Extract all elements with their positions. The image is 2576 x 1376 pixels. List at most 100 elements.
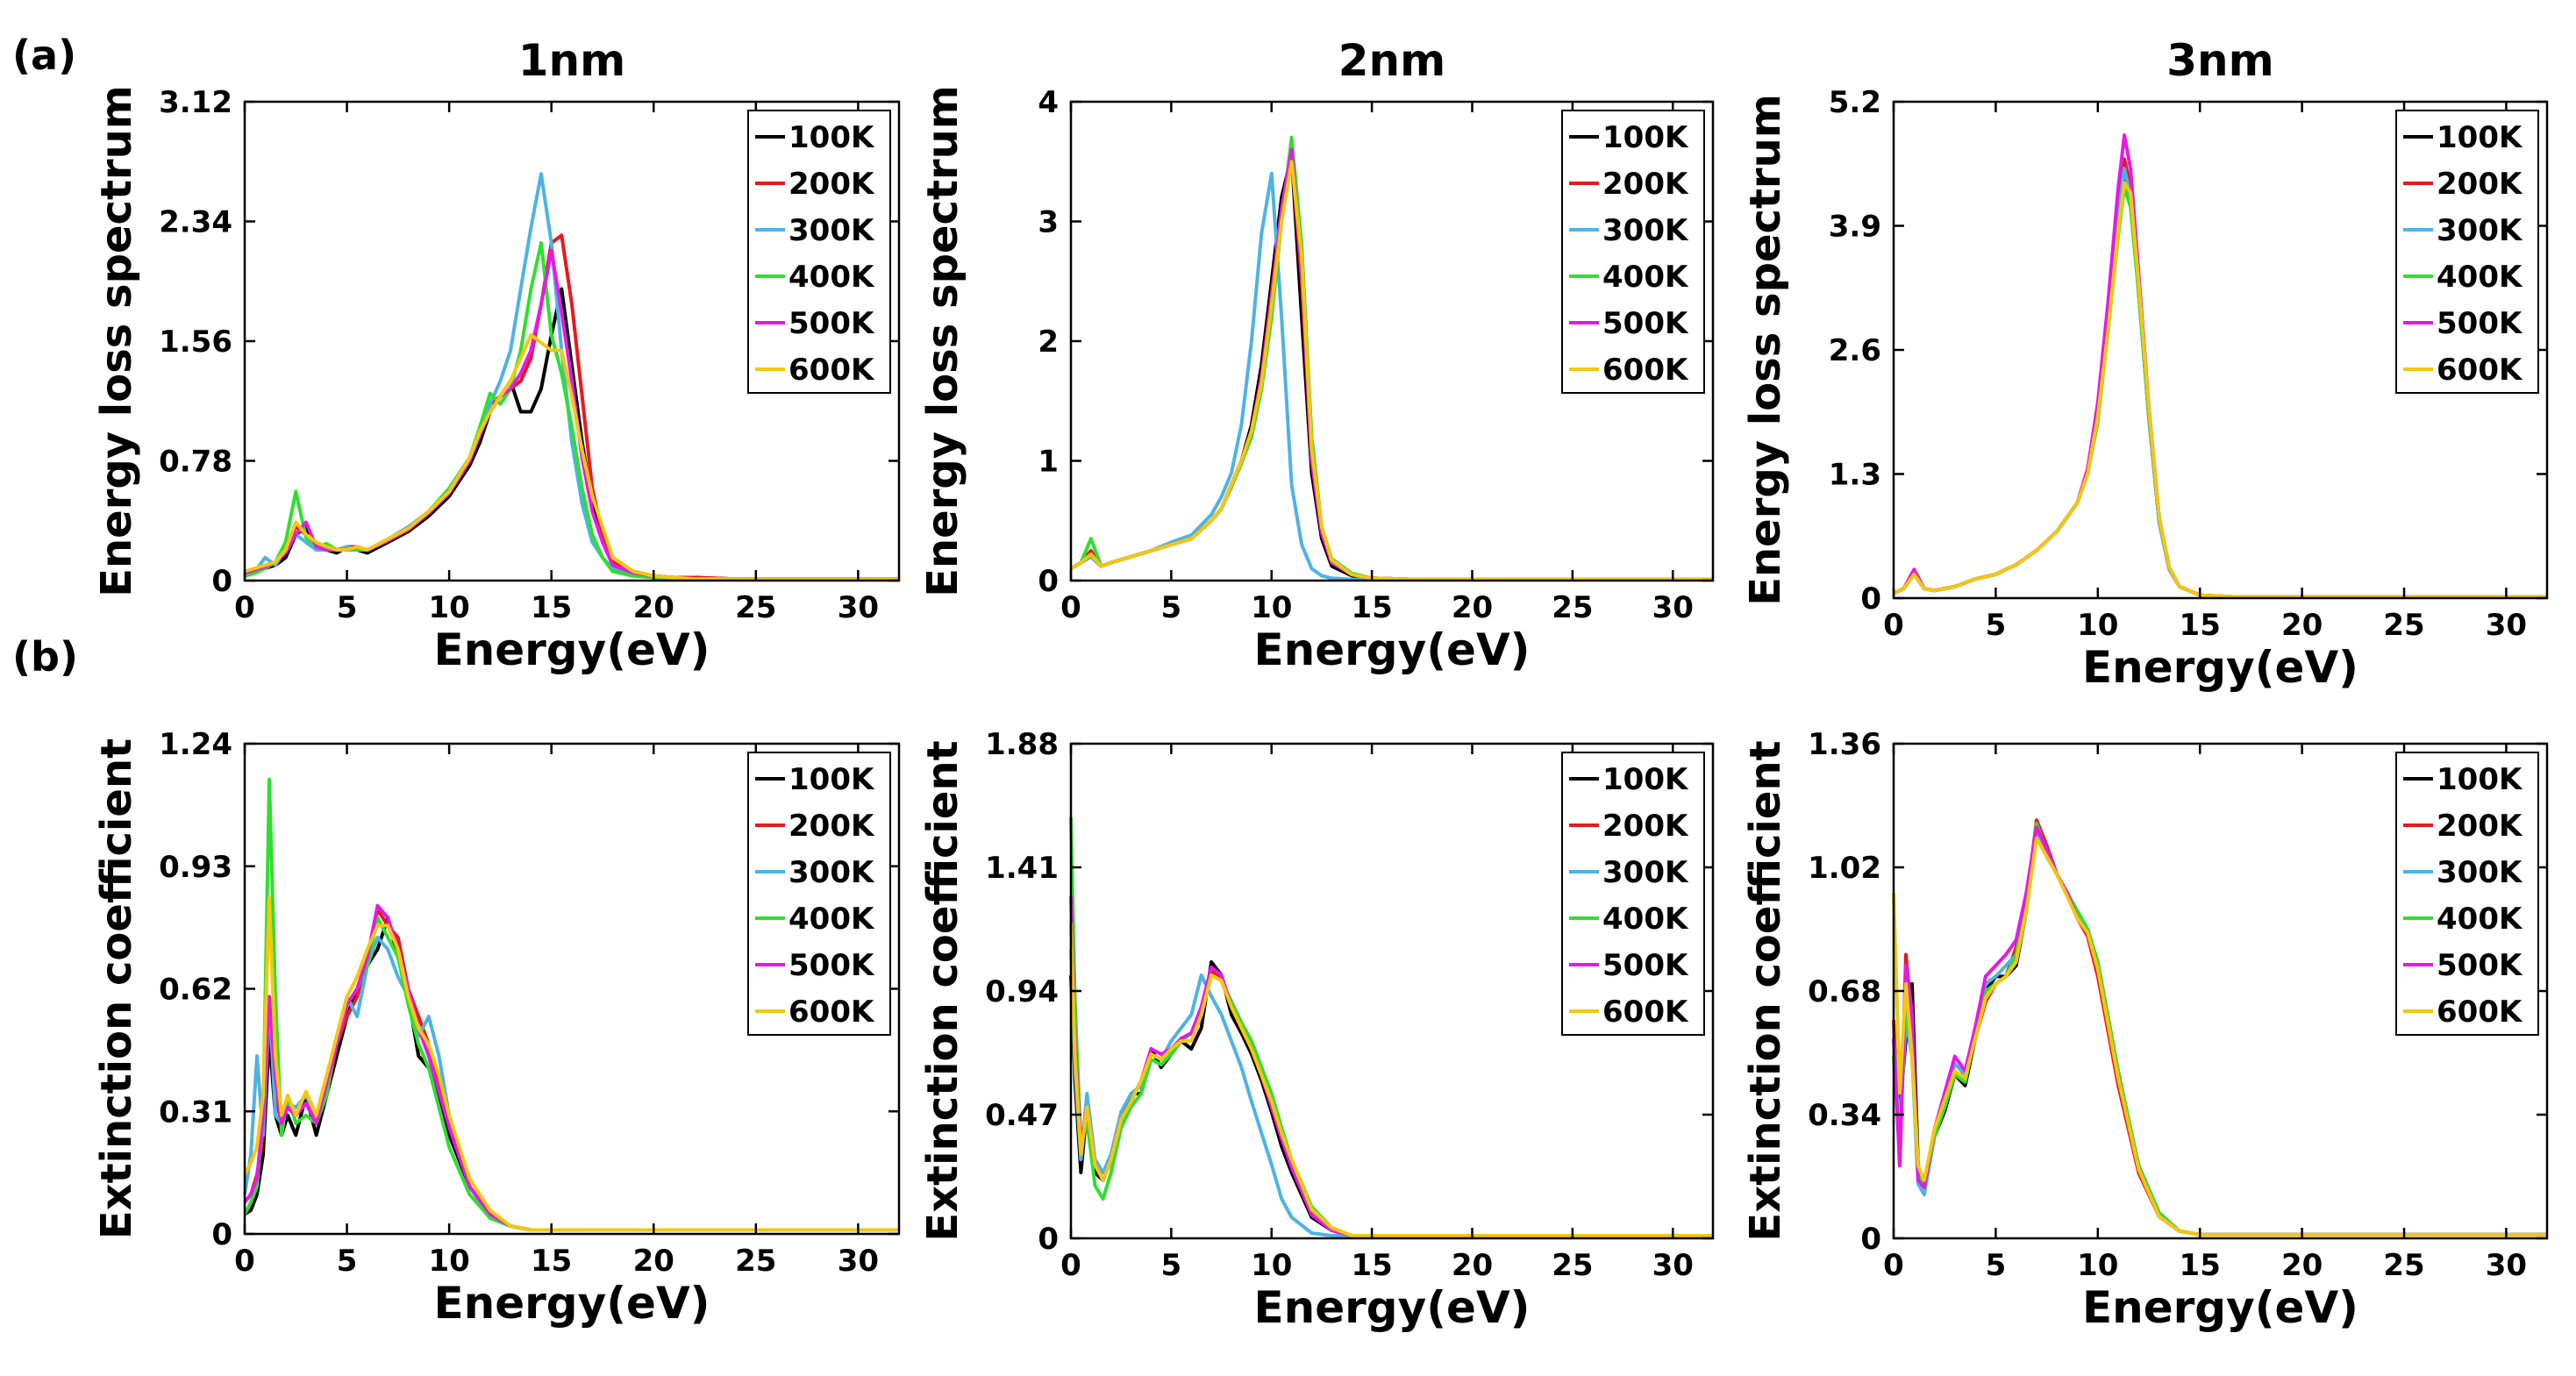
chart-panel-1: 1nm 0 5 10 15 20 25 30 0 0.78 1.56 2.34 3.12 Energy(e… [92, 35, 901, 675]
x-tick-label: 10 [1251, 590, 1292, 625]
x-tick-label: 10 [2077, 608, 2118, 643]
x-tick-label: 20 [633, 1244, 674, 1279]
series-line-600K [1893, 181, 2547, 599]
y-tick-label: 3.9 [1829, 210, 1881, 245]
chart-panel-2: 2nm 0 5 10 15 20 25 30 0 1 2 3 4 Energy(eV) Energy los… [918, 35, 1715, 675]
x-tick-label: 5 [337, 1244, 358, 1279]
y-tick-label: 0.68 [1808, 974, 1881, 1009]
legend-entry: 100K [2437, 120, 2523, 155]
legend-entry: 400K [788, 902, 875, 937]
legend-entry: 600K [2437, 995, 2523, 1030]
series-line-600K [1892, 836, 2547, 1237]
legend-entry: 100K [788, 762, 875, 797]
y-axis-label: Extinction coefficient [1741, 740, 1790, 1241]
legend-entry: 100K [1602, 762, 1689, 797]
x-tick-label: 15 [531, 1244, 572, 1279]
x-tick-label: 5 [1986, 608, 2007, 643]
y-tick-label: 0.34 [1808, 1098, 1881, 1133]
x-tick-label: 5 [1161, 590, 1182, 625]
y-tick-label: 1.24 [159, 727, 232, 762]
x-tick-label: 15 [2180, 608, 2221, 643]
y-tick-label: 5.2 [1829, 85, 1881, 120]
x-tick-label: 20 [1452, 1248, 1493, 1283]
legend-entry: 600K [788, 353, 875, 388]
series-line-600K [244, 333, 899, 581]
x-tick-label: 25 [2383, 1248, 2424, 1283]
y-tick-label: 0 [211, 564, 232, 599]
y-tick-label: 0.47 [985, 1098, 1059, 1133]
y-tick-label: 1.88 [985, 727, 1059, 762]
x-tick-label: 5 [1986, 1248, 2007, 1283]
x-tick-label: 10 [428, 590, 469, 625]
chart-panel-4: 0 5 10 15 20 25 30 0 0.31 0.62 0.93 1.24 Energy(eV) E… [92, 727, 901, 1329]
legend-entry: 200K [1602, 167, 1689, 202]
legend-entry: 500K [788, 306, 875, 341]
y-tick-label: 1.36 [1808, 727, 1881, 762]
x-tick-label: 20 [2281, 1248, 2323, 1283]
legend-entry: 200K [788, 167, 875, 202]
legend-entry: 500K [1602, 948, 1689, 983]
x-tick-label: 25 [2383, 608, 2424, 643]
y-tick-label: 1.56 [159, 324, 232, 360]
legend-box [1561, 752, 1705, 1036]
legend-box [747, 110, 891, 394]
x-tick-label: 25 [735, 590, 776, 625]
legend-box [1561, 110, 1705, 394]
x-tick-label: 5 [1161, 1248, 1182, 1283]
x-tick-label: 30 [838, 1244, 879, 1279]
x-tick-label: 30 [2486, 608, 2527, 643]
y-tick-label: 0 [1860, 581, 1881, 617]
x-tick-label: 15 [1351, 590, 1392, 625]
x-tick-label: 5 [337, 590, 358, 625]
x-tick-label: 20 [1452, 590, 1493, 625]
y-tick-label: 0.78 [159, 445, 232, 480]
legend-entry: 600K [1602, 353, 1689, 388]
chart-panel-5: 0 5 10 15 20 25 30 0 0.47 0.94 1.41 1.88 Energy(eV) E… [918, 727, 1715, 1333]
y-tick-label: 1 [1038, 445, 1059, 480]
x-tick-label: 15 [1351, 1248, 1392, 1283]
x-tick-label: 25 [1552, 1248, 1593, 1283]
legend-entry: 300K [788, 213, 875, 248]
x-tick-label: 15 [2180, 1248, 2221, 1283]
legend-entry: 500K [2437, 306, 2523, 341]
x-tick-label: 30 [1652, 590, 1694, 625]
x-tick-label: 30 [1652, 1248, 1694, 1283]
legend-entry: 400K [1602, 902, 1689, 937]
legend-entry: 300K [1602, 855, 1689, 890]
series-line-600K [243, 895, 899, 1232]
x-tick-label: 15 [531, 590, 572, 625]
y-tick-label: 0 [1038, 564, 1059, 599]
legend-entry: 600K [2437, 353, 2523, 388]
y-tick-label: 3 [1038, 205, 1059, 240]
legend-entry: 500K [788, 948, 875, 983]
legend-entry: 300K [788, 855, 875, 890]
x-tick-label: 0 [1883, 1248, 1904, 1283]
x-tick-label: 30 [2486, 1248, 2527, 1283]
x-axis-label: Energy(eV) [2082, 642, 2358, 693]
legend-box [2395, 752, 2539, 1036]
legend-entry: 400K [2437, 260, 2523, 295]
legend-entry: 300K [2437, 855, 2523, 890]
y-tick-label: 0.93 [159, 850, 232, 885]
legend-entry: 400K [788, 260, 875, 295]
legend-entry: 400K [2437, 902, 2523, 937]
y-tick-label: 0 [1038, 1222, 1059, 1257]
y-tick-label: 0 [211, 1217, 232, 1252]
legend-entry: 100K [1602, 120, 1689, 155]
y-tick-label: 3.12 [159, 85, 232, 120]
x-axis-label: Energy(eV) [433, 1278, 710, 1329]
chart-panel-6: 0 5 10 15 20 25 30 0 0.34 0.68 1.02 1.36 Energy(eV) E… [1741, 727, 2549, 1333]
chart-panel-3: 3nm 0 5 10 15 20 25 30 0 1.3 2.6 3.9 5.2 Energy(eV) En… [1741, 35, 2549, 693]
x-tick-label: 10 [1251, 1248, 1292, 1283]
legend-entry: 200K [788, 809, 875, 844]
y-axis-label: Energy loss spectrum [92, 85, 141, 597]
legend-entry: 500K [2437, 948, 2523, 983]
y-tick-label: 0.31 [159, 1094, 232, 1130]
panel-label-a: (a) [12, 32, 77, 79]
series-line-600K [1069, 160, 1713, 581]
x-tick-label: 30 [838, 590, 879, 625]
legend-entry: 400K [1602, 260, 1689, 295]
chart-title: 3nm [2166, 35, 2274, 86]
x-tick-label: 0 [1060, 1248, 1081, 1283]
x-tick-label: 25 [735, 1244, 776, 1279]
